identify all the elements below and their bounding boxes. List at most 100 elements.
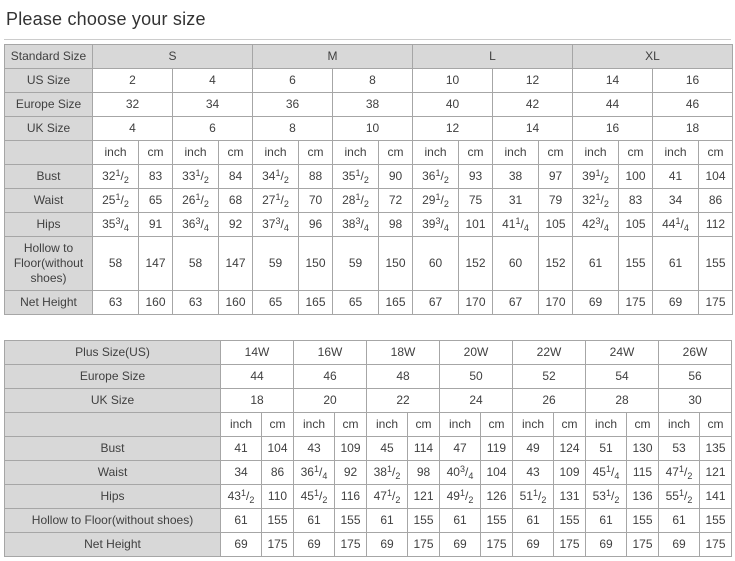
measure-value-cell: 109 [334, 436, 367, 461]
measure-value-cell: 175 [618, 290, 653, 315]
unit-cell: cm [553, 412, 586, 437]
measure-value-cell: 109 [553, 460, 586, 485]
measure-value-cell: 34 [652, 188, 699, 213]
measure-value-cell: 69 [658, 532, 700, 557]
row-label: Europe Size [4, 92, 93, 117]
measure-value-cell: 69 [512, 532, 554, 557]
measure-value-cell: 105 [618, 212, 653, 237]
measure-value-cell: 63 [92, 290, 139, 315]
measure-value-cell: 41 [652, 164, 699, 189]
size-value-cell: 12 [412, 116, 493, 141]
measure-value-cell: 61 [220, 508, 262, 533]
measure-value-cell: 261/2 [172, 188, 219, 213]
size-value-cell: 24W [585, 340, 659, 365]
measure-value-cell: 175 [698, 290, 733, 315]
measure-value-cell: 175 [334, 532, 367, 557]
size-value-cell: 10 [332, 116, 413, 141]
measurement-row: Bust 321/2 83 331/2 84 341/2 88 351/2 90 361/2 93 3… [4, 164, 733, 189]
measure-value-cell: 281/2 [332, 188, 379, 213]
measure-value-cell: 61 [512, 508, 554, 533]
size-value-cell: 44 [220, 364, 294, 389]
unit-cell: cm [458, 140, 493, 165]
measure-value-cell: 353/4 [92, 212, 139, 237]
measure-value-cell: 373/4 [252, 212, 299, 237]
size-value-cell: 44 [572, 92, 653, 117]
size-header-row: Plus Size(US) 14W 16W 18W 20W 22W 24W 26W [4, 340, 732, 365]
unit-cell: cm [334, 412, 367, 437]
measure-value-cell: 43 [293, 436, 335, 461]
measure-value-cell: 86 [261, 460, 294, 485]
row-label: Hollow to Floor(without shoes) [4, 236, 93, 291]
unit-cell: cm [538, 140, 573, 165]
measure-value-cell: 45 [366, 436, 408, 461]
measure-value-cell: 150 [298, 236, 333, 291]
measure-value-cell: 101 [458, 212, 493, 237]
size-value-cell: 20 [293, 388, 367, 413]
measure-value-cell: 451/4 [585, 460, 627, 485]
measure-value-cell: 131 [553, 484, 586, 509]
size-header-row: US Size 2 4 6 8 10 12 14 16 [4, 68, 733, 93]
measurement-row: Waist 34 86 361/4 92 381/2 98 403/4 104 43 109 451/… [4, 460, 732, 485]
size-value-cell: 46 [652, 92, 733, 117]
measurement-row: Hips 431/2 110 451/2 116 471/2 121 491/2 126 511/… [4, 484, 732, 509]
measure-value-cell: 155 [698, 236, 733, 291]
measure-value-cell: 271/2 [252, 188, 299, 213]
measure-value-cell: 147 [218, 236, 253, 291]
measure-value-cell: 150 [378, 236, 413, 291]
measure-value-cell: 92 [218, 212, 253, 237]
measure-value-cell: 471/2 [658, 460, 700, 485]
unit-cell: cm [218, 140, 253, 165]
size-value-cell: 16W [293, 340, 367, 365]
measurement-row: Waist 251/2 65 261/2 68 271/2 70 281/2 72 291/2 75… [4, 188, 733, 213]
measure-value-cell: 155 [261, 508, 294, 533]
measure-value-cell: 112 [698, 212, 733, 237]
measure-value-cell: 65 [138, 188, 173, 213]
size-header-row: UK Size 4 6 8 10 12 14 16 18 [4, 116, 733, 141]
measure-value-cell: 119 [480, 436, 513, 461]
size-value-cell: 22 [366, 388, 440, 413]
measure-value-cell: 175 [699, 532, 732, 557]
measure-value-cell: 160 [138, 290, 173, 315]
measure-value-cell: 155 [618, 236, 653, 291]
measure-value-cell: 67 [412, 290, 459, 315]
unit-cell: inch [172, 140, 219, 165]
measure-value-cell: 49 [512, 436, 554, 461]
measure-value-cell: 130 [626, 436, 659, 461]
unit-cell: cm [480, 412, 513, 437]
measure-value-cell: 114 [407, 436, 440, 461]
measure-value-cell: 175 [553, 532, 586, 557]
measure-value-cell: 58 [172, 236, 219, 291]
measure-value-cell: 175 [407, 532, 440, 557]
measure-value-cell: 60 [412, 236, 459, 291]
size-value-cell: 26 [512, 388, 586, 413]
size-value-cell: 22W [512, 340, 586, 365]
measure-value-cell: 147 [138, 236, 173, 291]
measure-value-cell: 135 [699, 436, 732, 461]
size-value-cell: 4 [172, 68, 253, 93]
unit-cell: inch [366, 412, 408, 437]
unit-cell: inch [652, 140, 699, 165]
unit-row: inch cm inch cm inch cm inch cm inch cm inch cm inch… [4, 412, 732, 437]
row-label: Net Height [4, 290, 93, 315]
measurement-row: Net Height 63 160 63 160 65 165 65 165 67 170 67 170… [4, 290, 733, 315]
unit-cell: inch [572, 140, 619, 165]
row-label: Europe Size [4, 364, 221, 389]
measure-value-cell: 59 [252, 236, 299, 291]
size-header-row: Standard Size S M L XL [4, 44, 733, 69]
measure-value-cell: 69 [293, 532, 335, 557]
size-value-cell: 10 [412, 68, 493, 93]
size-value-cell: S [92, 44, 253, 69]
row-label: UK Size [4, 116, 93, 141]
measure-value-cell: 363/4 [172, 212, 219, 237]
measure-value-cell: 471/2 [366, 484, 408, 509]
size-value-cell: M [252, 44, 413, 69]
measure-value-cell: 411/4 [492, 212, 539, 237]
measure-value-cell: 110 [261, 484, 294, 509]
measure-value-cell: 61 [585, 508, 627, 533]
measurement-row: Hips 353/4 91 363/4 92 373/4 96 383/4 98 393/4 101… [4, 212, 733, 237]
measure-value-cell: 155 [334, 508, 367, 533]
measure-value-cell: 152 [538, 236, 573, 291]
measure-value-cell: 43 [512, 460, 554, 485]
unit-cell: inch [412, 140, 459, 165]
measure-value-cell: 104 [480, 460, 513, 485]
